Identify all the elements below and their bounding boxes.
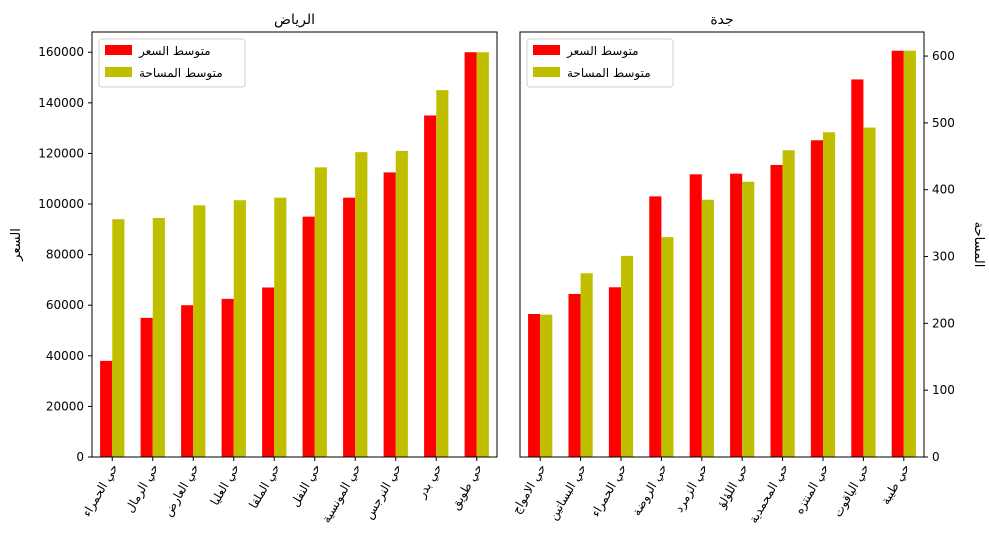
panel-1-bar-price xyxy=(140,317,153,457)
panel-1-ylabel: السعر xyxy=(9,228,24,262)
panel-1-xtick-label: حي المونسية xyxy=(319,462,365,526)
panel-2-frame xyxy=(519,31,925,458)
panel-1-bar-area xyxy=(193,205,206,457)
panel-2-xtick-label: حي المنتزه xyxy=(792,462,833,517)
panel-1-bar-area xyxy=(233,200,246,457)
panel-1-xtick-label: حي بدر xyxy=(414,462,446,502)
panel-2-legend-swatch-area xyxy=(533,67,560,77)
panel-2-bar-area xyxy=(701,199,714,458)
panel-1-ytick-label: 140000 xyxy=(38,96,84,110)
panel-2-xtick-label: حي طيبة xyxy=(878,462,912,508)
panel-1-legend-swatch-area xyxy=(105,67,132,77)
panel-2-xtick-label: حي الياقوت xyxy=(831,462,873,520)
panel-1-bar-area xyxy=(395,150,408,457)
panel-1-title: الرياض xyxy=(274,12,315,28)
panel-1-bar-price xyxy=(100,360,113,457)
panel-2-legend-label-area: متوسط المساحة xyxy=(567,66,651,81)
panel-1-bar-area xyxy=(274,197,287,457)
panel-1-bar-area xyxy=(436,90,449,458)
panel-1-frame xyxy=(91,31,498,458)
panel-1-bar-area xyxy=(112,219,125,457)
panel-2-bar-price xyxy=(649,196,662,458)
panel-2-legend-box xyxy=(526,38,674,88)
panel-1-bar-price xyxy=(181,305,194,457)
panel-2-bar-area xyxy=(742,181,755,457)
panel-1-ytick-label: 40000 xyxy=(46,349,84,363)
panel-2-bar-price xyxy=(851,79,864,457)
panel-2-xtick-label: حي الحمراء xyxy=(588,462,630,520)
panel-1-bar-price xyxy=(302,216,315,457)
panel-1-ytick-label: 80000 xyxy=(46,248,84,262)
panel-2-bar-price xyxy=(608,287,621,457)
panel-1-bar-price xyxy=(464,52,477,457)
panel-1-xtick-label: حي النفل xyxy=(288,462,324,510)
panel-1-bar-price xyxy=(343,197,356,457)
panel-2-ytick-label: 500 xyxy=(932,116,955,130)
panel-1-legend-label-price: متوسط السعر xyxy=(138,44,211,59)
panel-2-ytick-label: 200 xyxy=(932,316,955,330)
panel-2-bar-area xyxy=(540,314,553,457)
panel-1-legend-box xyxy=(98,38,246,88)
panel-1-bar-area xyxy=(476,52,489,457)
panel-2-bar-price xyxy=(689,174,702,457)
panel-2-bar-price xyxy=(528,313,541,457)
panel-1-ytick-label: 60000 xyxy=(46,298,84,312)
panel-1-xtick-label: حي الرمال xyxy=(122,462,162,516)
panel-2-xtick-label: حي الروضة xyxy=(629,462,671,519)
panel-2-ylabel: المساحة xyxy=(971,222,986,268)
panel-2-bar-price xyxy=(770,164,783,457)
panel-1-xtick-label: حي العليا xyxy=(208,462,243,508)
panel-1-xtick-label: حي الملقا xyxy=(246,462,283,511)
panel-2-bar-area xyxy=(580,273,593,457)
panel-2-xtick-label: حي الزمرد xyxy=(672,462,712,516)
panel-1-bar-area xyxy=(152,217,165,457)
panel-2-bar-area xyxy=(863,127,876,458)
panel-2-title: جدة xyxy=(710,12,733,28)
panel-1-ytick-label: 0 xyxy=(76,450,84,464)
panel-2-ytick-label: 100 xyxy=(932,383,955,397)
panel-1-bar-area xyxy=(314,167,327,457)
panel-1-legend-label-area: متوسط المساحة xyxy=(139,66,223,81)
panel-1-legend-swatch-price xyxy=(105,45,132,55)
panel-1-xtick-label: حي طويق xyxy=(448,462,486,513)
panel-2-bar-price xyxy=(891,50,904,457)
panel-1-xtick-label: حي العارض xyxy=(161,462,203,520)
panel-1-bar-price xyxy=(383,172,396,457)
panel-1-xtick-label: حي الحمراء xyxy=(79,462,121,520)
panel-1-ytick-label: 20000 xyxy=(46,399,84,413)
panel-2-legend-label-price: متوسط السعر xyxy=(566,44,639,59)
panel-2-xtick-label: حي البساتين xyxy=(546,462,590,523)
panel-2-xtick-label: حي الامواج xyxy=(509,462,550,517)
panel-1-bar-area xyxy=(355,152,368,457)
panel-2-ytick-label: 300 xyxy=(932,250,955,264)
panel-2-bar-area xyxy=(903,50,916,457)
panel-1-ytick-label: 100000 xyxy=(38,197,84,211)
panel-1-ytick-label: 160000 xyxy=(38,45,84,59)
panel-2-ytick-label: 600 xyxy=(932,49,955,63)
panel-2-bar-area xyxy=(823,132,836,458)
panel-2-ytick-label: 400 xyxy=(932,183,955,197)
panel-1-bar-price xyxy=(262,287,275,457)
panel-2-bar-area xyxy=(782,150,795,457)
panel-2-bar-price xyxy=(730,173,743,457)
panel-2-xtick-label: حي اللؤلؤ xyxy=(714,462,752,512)
panel-1-xtick-label: حي النرجس xyxy=(362,462,406,522)
panel-2-bar-area xyxy=(661,237,674,457)
panel-2-bar-area xyxy=(621,255,634,457)
panel-1-bar-price xyxy=(221,298,234,457)
panel-2-ytick-label: 0 xyxy=(932,450,940,464)
panel-2-bar-price xyxy=(568,293,581,457)
panel-2-bar-price xyxy=(810,140,823,458)
panel-2-xtick-label: حي المحمدية xyxy=(746,462,791,526)
panel-2-legend-swatch-price xyxy=(533,45,560,55)
panel-1-bar-price xyxy=(424,115,437,457)
panel-1-ytick-label: 120000 xyxy=(38,146,84,160)
